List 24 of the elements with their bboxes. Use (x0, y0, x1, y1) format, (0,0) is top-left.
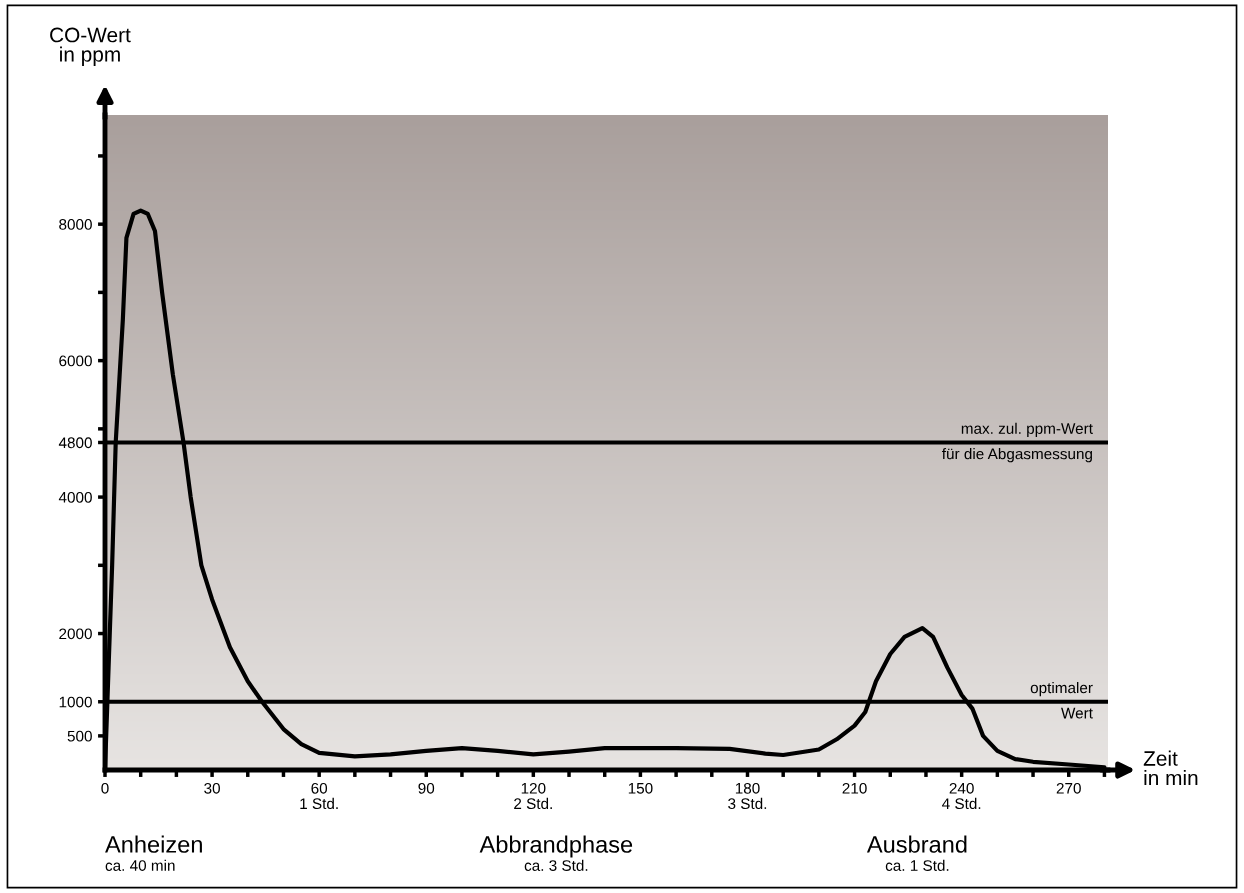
y-tick-label: 500 (67, 730, 92, 742)
y-tick-label: 8000 (59, 219, 92, 230)
y-tick-label: 2000 (59, 628, 92, 640)
y-axis-title: CO-Wert in ppm (50, 27, 131, 66)
x-tick-label: 120 2 Std. (514, 782, 552, 810)
y-tick-label: 4800 (58, 437, 92, 449)
x-tick-label: 150 (628, 782, 653, 794)
ref-line-label: max. zul. ppm-Wert für die Abgasmessung (942, 422, 1093, 463)
x-axis-title: Zeit in min (1143, 750, 1198, 786)
text: Ausbrand ca. 1 Std. (866, 835, 967, 871)
x-tick-label: 240 4 Std. (942, 782, 981, 810)
y-tick-label: 1000 (59, 696, 92, 708)
x-tick-label: 30 (204, 782, 220, 794)
x-tick-label: 0 (101, 782, 109, 794)
x-tick-label: 270 (1056, 782, 1081, 794)
x-tick-label: 180 3 Std. (728, 782, 767, 810)
x-tick-label: 90 (418, 782, 435, 794)
x-tick-label: 60 1 Std. (300, 782, 338, 810)
y-tick-label: 4000 (58, 491, 92, 503)
x-tick-label: 210 (842, 782, 867, 794)
ref-line-label: optimaler Wert (1030, 681, 1093, 719)
text: Anheizen ca. 40 min (105, 835, 202, 871)
text: Abbrandphase ca. 3 Std. (479, 835, 633, 871)
y-tick-label: 6000 (59, 355, 92, 367)
